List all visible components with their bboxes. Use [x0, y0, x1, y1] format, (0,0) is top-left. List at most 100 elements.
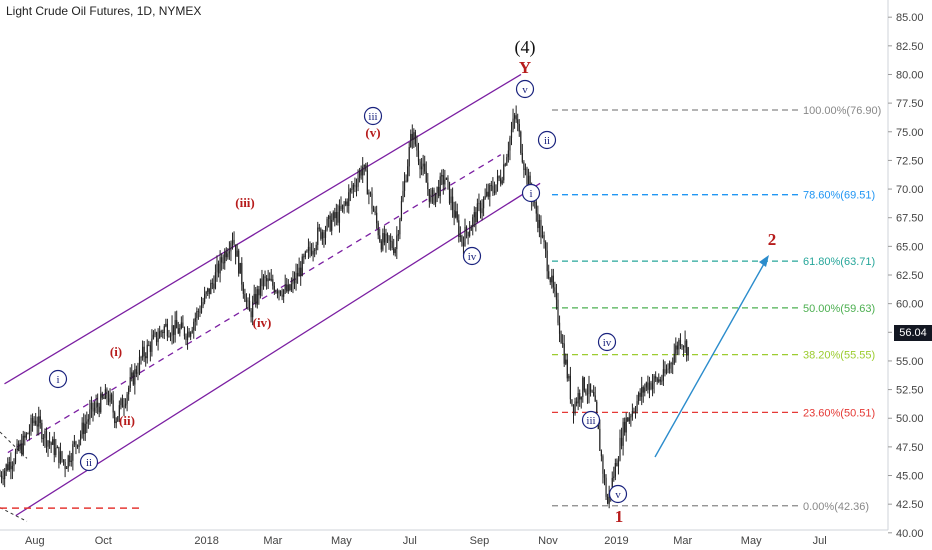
- candle-body: [307, 246, 310, 251]
- candle-body: [670, 363, 672, 365]
- y-tick-label: 52.50: [896, 385, 924, 397]
- candle-body: [407, 166, 409, 182]
- candle-body: [131, 372, 133, 378]
- candle-body: [385, 233, 387, 243]
- candle-body: [493, 190, 496, 193]
- candle-body: [115, 421, 117, 424]
- y-tick-label: 47.50: [896, 442, 924, 454]
- left-trend-line: [0, 431, 28, 459]
- candle-body: [438, 186, 440, 197]
- candle-body: [304, 251, 306, 258]
- candle-body: [410, 133, 412, 148]
- candle-body: [391, 241, 393, 248]
- y-tick-label: 80.00: [896, 69, 924, 81]
- candle-body: [250, 311, 252, 318]
- candle-body: [413, 132, 415, 140]
- x-tick-label: Sep: [470, 535, 490, 547]
- candle-body: [224, 251, 226, 264]
- candle-body: [66, 467, 68, 469]
- wave-label-red: (i): [110, 344, 122, 359]
- left-trend-line: [0, 507, 28, 522]
- wave-label-red: 2: [768, 230, 777, 249]
- candle-body: [90, 403, 93, 410]
- candle-body: [10, 461, 12, 470]
- candle-body: [166, 323, 168, 337]
- candle-body: [41, 423, 43, 439]
- candle-body: [583, 377, 585, 391]
- candle-body: [205, 291, 207, 294]
- candle-body: [100, 393, 102, 413]
- candle-body: [515, 115, 517, 120]
- candle-body: [433, 189, 435, 204]
- candle-body: [644, 387, 646, 393]
- candle-body: [422, 163, 424, 167]
- candle-body: [194, 317, 196, 322]
- candle-body: [27, 433, 29, 435]
- candle-body: [636, 401, 638, 412]
- candle-body: [235, 244, 237, 257]
- projection-arrow-head: [759, 255, 769, 267]
- wave-label-red: (ii): [119, 413, 135, 428]
- candle-body: [107, 398, 110, 403]
- candle-body: [653, 376, 655, 384]
- candle-body: [352, 184, 354, 190]
- wave-label-red: (iv): [253, 315, 272, 330]
- candle-body: [98, 406, 100, 413]
- candle-body: [496, 175, 499, 185]
- candle-body: [312, 250, 314, 255]
- candle-body: [148, 344, 150, 346]
- wave-label-circled: v: [522, 84, 528, 96]
- candle-body: [503, 164, 505, 181]
- candle-body: [362, 166, 364, 176]
- candle-body: [504, 164, 506, 166]
- candle-body: [465, 226, 468, 233]
- wave-label-circle: [521, 183, 541, 203]
- y-tick-label: 42.50: [896, 499, 924, 511]
- candle-body: [118, 405, 120, 417]
- candle-body: [634, 411, 637, 412]
- candle-body: [501, 180, 503, 184]
- candle-body: [202, 302, 204, 306]
- candle-body: [430, 194, 432, 202]
- candle-body: [554, 287, 556, 292]
- candle-body: [469, 230, 471, 237]
- candle-body: [403, 180, 406, 191]
- candle-body: [323, 232, 325, 238]
- candle-body: [293, 278, 296, 284]
- candle-body: [31, 417, 34, 424]
- candle-body: [662, 369, 664, 381]
- candle-body: [341, 204, 344, 210]
- candle-body: [306, 250, 308, 252]
- wave-label-circled: i: [56, 374, 59, 386]
- candle-body: [188, 331, 190, 337]
- candle-body: [95, 402, 97, 408]
- candle-body: [50, 442, 52, 445]
- candle-body: [507, 150, 509, 158]
- candle-body: [165, 323, 167, 327]
- candle-body: [498, 175, 500, 179]
- fib-label: 78.60%(69.51): [803, 190, 875, 202]
- wave-label-circled: v: [615, 489, 621, 501]
- candle-body: [678, 339, 680, 350]
- candle-body: [546, 250, 548, 272]
- candle-body: [287, 284, 289, 292]
- candle-body: [183, 327, 186, 337]
- channel-layer: [0, 73, 541, 522]
- candle-body: [543, 235, 545, 243]
- wave-label-red: (iii): [235, 195, 255, 210]
- candle-body: [427, 182, 429, 190]
- candle-body: [261, 278, 263, 287]
- candle-body: [16, 443, 18, 452]
- candle-body: [335, 212, 337, 219]
- candle-body: [120, 398, 122, 406]
- candle-body: [185, 336, 187, 341]
- candle-body: [182, 322, 184, 328]
- candle-body: [518, 123, 520, 132]
- candle-body: [589, 383, 592, 392]
- candle-body: [520, 131, 522, 154]
- candle-body: [445, 177, 447, 180]
- candle-body: [89, 409, 91, 420]
- fib-label: 100.00%(76.90): [803, 105, 881, 117]
- candle-body: [399, 219, 401, 235]
